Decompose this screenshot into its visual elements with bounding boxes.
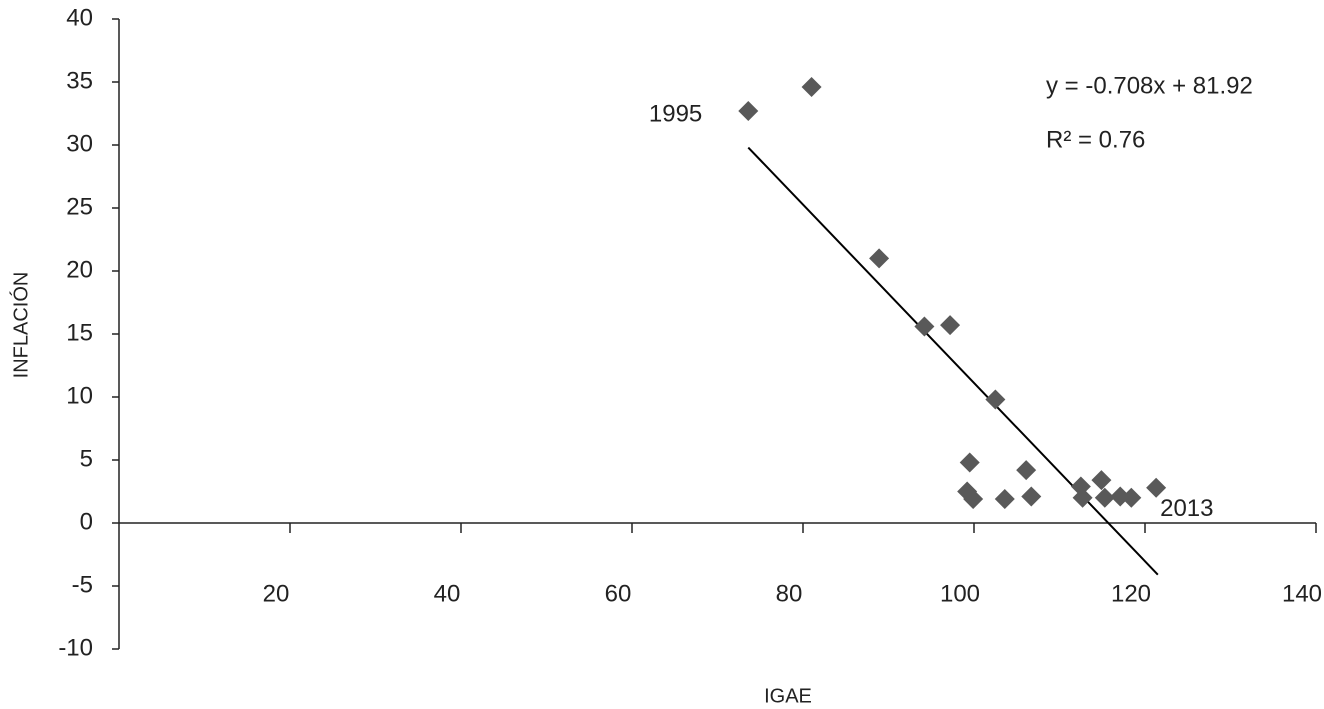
x-tick-label: 60 (605, 580, 632, 607)
point (1146, 477, 1167, 498)
point (1091, 470, 1112, 491)
point (1016, 460, 1037, 481)
point (914, 316, 935, 337)
y-tick-label: 10 (66, 382, 93, 409)
y-tick-label: 40 (66, 4, 93, 31)
point (1021, 486, 1042, 507)
point (959, 452, 980, 473)
y-tick-label: 20 (66, 256, 93, 283)
annotation: 2013 (1160, 495, 1213, 522)
point (1094, 487, 1115, 508)
point (801, 77, 822, 98)
point (940, 315, 961, 336)
y-tick-label: -10 (58, 634, 93, 661)
x-tick-label: 100 (940, 580, 980, 607)
point (963, 489, 984, 510)
x-tick-label: 140 (1282, 580, 1322, 607)
x-tick-label: 40 (434, 580, 461, 607)
x-tick-label: 80 (776, 580, 803, 607)
x-tick-label: 120 (1111, 580, 1151, 607)
y-tick-label: 15 (66, 319, 93, 346)
point (994, 489, 1015, 510)
point (1121, 487, 1142, 508)
y-tick-label: 0 (80, 508, 93, 535)
trend-r2: R² = 0.76 (1046, 126, 1145, 153)
y-tick-label: 35 (66, 67, 93, 94)
x-tick-label: 20 (263, 580, 290, 607)
point (1072, 487, 1093, 508)
y-axis-label: INFLACIÓN (9, 272, 32, 379)
point (869, 248, 890, 269)
point (985, 389, 1006, 410)
x-axis-label: IGAE (764, 685, 812, 707)
y-tick-label: -5 (72, 571, 93, 598)
trend-equation: y = -0.708x + 81.92 (1046, 72, 1253, 99)
y-tick-label: 5 (80, 445, 93, 472)
annotation: 1995 (649, 100, 702, 127)
point (738, 100, 759, 121)
y-tick-label: 30 (66, 130, 93, 157)
y-tick-label: 25 (66, 193, 93, 220)
trendline (747, 146, 1159, 576)
